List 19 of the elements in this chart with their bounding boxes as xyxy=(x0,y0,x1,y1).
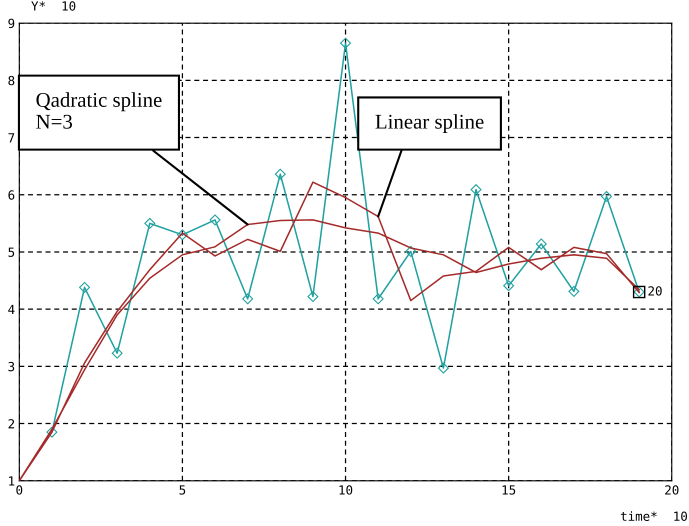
x-tick-label: 10 xyxy=(340,485,352,495)
y-tick-label: 3 xyxy=(8,362,14,372)
y-tick-label: 9 xyxy=(8,18,14,28)
y-tick-label: 4 xyxy=(8,304,15,314)
x-tick-label: 5 xyxy=(180,485,186,495)
annotation: 20 xyxy=(648,286,662,296)
y-tick-label: 2 xyxy=(8,419,14,428)
annotation: Qadratic spline N=3 xyxy=(36,92,162,129)
y-tick-label: 6 xyxy=(8,190,14,200)
y-tick-label: 8 xyxy=(8,76,14,86)
annotation: Linear spline xyxy=(375,114,484,133)
y-tick-label: 7 xyxy=(8,133,14,142)
y-tick-label: 1 xyxy=(9,476,14,486)
y-tick-label: 5 xyxy=(8,248,14,257)
x-axis-title: time* 10 xyxy=(620,511,688,521)
y-axis-title: Y* 10 xyxy=(31,1,76,11)
x-tick-label: 15 xyxy=(502,485,516,495)
x-tick-label: 20 xyxy=(665,485,678,495)
x-tick-label: 0 xyxy=(16,485,22,495)
